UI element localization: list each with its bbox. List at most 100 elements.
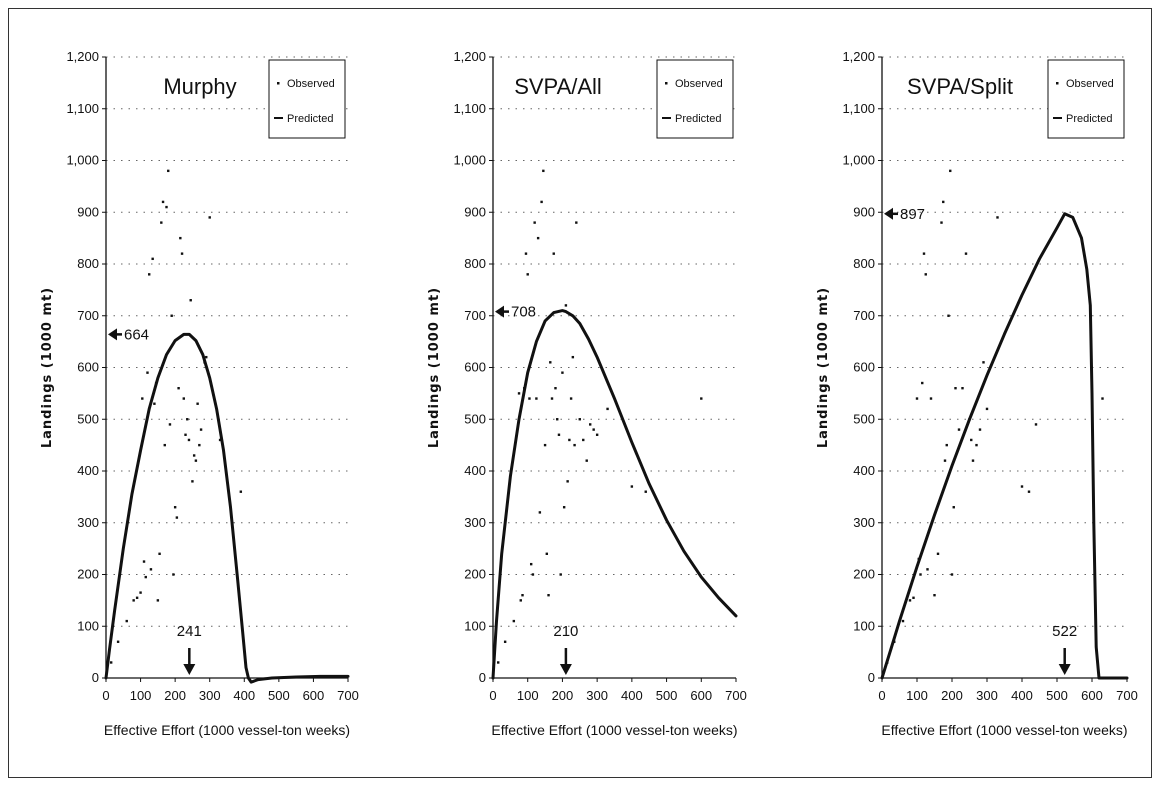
panel-1-observed-point bbox=[158, 552, 161, 555]
panel-1-observed-point bbox=[180, 252, 184, 255]
panel-1-observed-point bbox=[172, 573, 175, 576]
panel-3-x-tick-label: 700 bbox=[1116, 688, 1138, 703]
panel-1-observed-point bbox=[139, 591, 142, 594]
panel-3-observed-point bbox=[901, 619, 905, 623]
panel-3-predicted-line bbox=[880, 212, 1129, 680]
panel-1-title: Murphy bbox=[163, 74, 236, 99]
panel-1-y-tick-label: 100 bbox=[77, 618, 99, 633]
panel-1-y-annotation-arrow bbox=[108, 328, 117, 341]
panel-2-observed-point bbox=[700, 397, 703, 400]
panel-3-x-tick-label: 600 bbox=[1081, 688, 1103, 703]
panel-2-x-tick-label: 500 bbox=[656, 688, 678, 703]
panel-3-observed-point bbox=[924, 273, 927, 276]
panel-2-predicted-line bbox=[491, 309, 738, 680]
panel-2-x-tick-label: 300 bbox=[586, 688, 608, 703]
panel-1-observed-point bbox=[218, 438, 222, 442]
panel-1-y-tick-label: 400 bbox=[77, 463, 99, 478]
panel-3-x-tick-label: 0 bbox=[878, 688, 885, 703]
panel-2-observed-point bbox=[566, 480, 569, 483]
panel-3-observed-point bbox=[922, 252, 926, 255]
panel-2-legend-box bbox=[656, 59, 734, 139]
panel-2-observed-point bbox=[528, 397, 531, 400]
panel-3-observed-point bbox=[961, 387, 964, 390]
panel-3-legend-observed-label: Observed bbox=[1066, 78, 1114, 90]
panel-3-y-tick-label: 800 bbox=[853, 256, 875, 271]
panel-2-x-axis-title: Effective Effort (1000 vessel-ton weeks) bbox=[491, 722, 737, 738]
panel-2-y-tick-label: 800 bbox=[464, 256, 486, 271]
panel-1-observed-point bbox=[189, 299, 192, 302]
panel-3-y-axis-title: Landings (1000 mt) bbox=[816, 287, 831, 448]
panel-2-legend-observed-label: Observed bbox=[675, 78, 723, 90]
panel-3-observed-point bbox=[957, 428, 961, 431]
panel-2-observed-point bbox=[569, 397, 573, 400]
panel-1-predicted-line bbox=[104, 332, 350, 684]
panel-1-y-tick-label: 800 bbox=[77, 256, 99, 271]
panel-2-observed-point bbox=[557, 433, 561, 436]
panel-1-y-tick-label: 200 bbox=[77, 567, 99, 582]
panel-3-y-tick-label: 900 bbox=[853, 204, 875, 219]
panel-1-observed-point bbox=[191, 480, 194, 483]
panel-1-observed-point bbox=[146, 371, 149, 374]
panel-2-observed-point bbox=[533, 221, 536, 224]
panel-3-x-tick-label: 500 bbox=[1046, 688, 1068, 703]
panel-2-observed-point bbox=[550, 397, 554, 400]
panel-1-observed-point bbox=[132, 599, 135, 602]
panel-2-y-axis-title: Landings (1000 mt) bbox=[427, 287, 442, 448]
panel-3-y-tick-label: 1,000 bbox=[842, 153, 875, 168]
panel-1-observed-point bbox=[125, 619, 128, 623]
panel-1-legend-predicted-label: Predicted bbox=[287, 113, 333, 125]
panel-1-x-tick-label: 0 bbox=[102, 688, 109, 703]
panel-2-x-annotation-label: 210 bbox=[553, 623, 578, 640]
panel-3-observed-point bbox=[978, 428, 982, 431]
panel-3-y-annotation-label: 897 bbox=[900, 206, 925, 223]
panel-2-observed-point bbox=[582, 438, 585, 442]
panel-2-observed-point bbox=[592, 428, 595, 431]
panel-3-observed-point bbox=[940, 221, 943, 224]
panel-3-observed-point bbox=[936, 552, 940, 555]
panel-1-y-axis-title: Landings (1000 mt) bbox=[40, 287, 55, 448]
panel-3-x-tick-label: 200 bbox=[941, 688, 963, 703]
panel-1-observed-point bbox=[198, 443, 201, 447]
panel-1-observed-point bbox=[167, 169, 170, 173]
panel-2-observed-point bbox=[578, 418, 581, 421]
panel-3-x-annotation-arrow bbox=[1058, 664, 1071, 675]
panel-1-observed-point bbox=[177, 387, 180, 390]
panel-1-observed-point bbox=[205, 355, 208, 359]
panel-1-legend-box bbox=[268, 59, 346, 139]
panel-1-observed-point bbox=[168, 423, 172, 426]
panel-3-observed-point bbox=[926, 568, 929, 571]
figure-frame bbox=[8, 8, 1152, 778]
panel-1-x-tick-label: 600 bbox=[303, 688, 325, 703]
panel-1-y-tick-label: 500 bbox=[77, 411, 99, 426]
panel-1-observed-point bbox=[184, 433, 187, 436]
panel-3-x-tick-label: 300 bbox=[976, 688, 998, 703]
panel-2-y-tick-label: 100 bbox=[464, 618, 486, 633]
panel-1-y-tick-label: 1,200 bbox=[66, 49, 99, 64]
panel-2-observed-point bbox=[536, 236, 540, 240]
panel-3-observed-point bbox=[985, 407, 989, 411]
panel-1-legend-observed-marker bbox=[277, 82, 280, 85]
panel-1-observed-point bbox=[160, 221, 163, 224]
panel-2-x-tick-label: 600 bbox=[690, 688, 712, 703]
panel-2-observed-point bbox=[606, 407, 609, 411]
panel-3-observed-point bbox=[949, 169, 952, 173]
panel-3-y-tick-label: 200 bbox=[853, 567, 875, 582]
panel-2-observed-point bbox=[543, 443, 547, 447]
panel-1-observed-point bbox=[148, 273, 151, 276]
panel-3-y-tick-label: 500 bbox=[853, 411, 875, 426]
panel-2-observed-point bbox=[512, 619, 516, 623]
panel-3-observed-point bbox=[945, 443, 948, 447]
panel-3-y-tick-label: 300 bbox=[853, 515, 875, 530]
panel-1-observed-point bbox=[170, 314, 173, 317]
panel-2-observed-point bbox=[573, 443, 576, 447]
panel-2-y-tick-label: 300 bbox=[464, 515, 486, 530]
panel-3-y-annotation-arrow bbox=[884, 207, 893, 220]
panel-1-x-tick-label: 700 bbox=[337, 688, 359, 703]
panel-2-y-tick-label: 1,100 bbox=[453, 101, 486, 116]
panel-2-observed-point bbox=[595, 433, 599, 436]
panel-1-legend-observed-label: Observed bbox=[287, 78, 335, 90]
panel-2-observed-point bbox=[561, 371, 564, 374]
panel-3-observed-point bbox=[971, 459, 975, 462]
panel-1-x-tick-label: 100 bbox=[130, 688, 152, 703]
